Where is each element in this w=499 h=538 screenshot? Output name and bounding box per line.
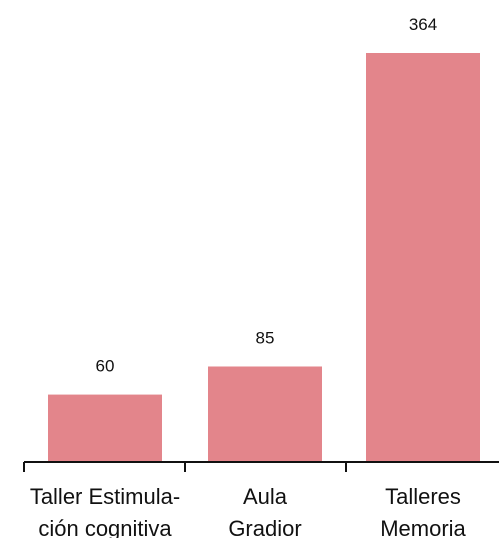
bar-2 xyxy=(366,53,480,462)
value-label-1: 85 xyxy=(256,328,275,347)
category-labels-group: Taller Estimula-ción cognitiva Aula Gradio… xyxy=(30,484,467,538)
bars-group xyxy=(48,53,480,462)
value-label-2: 364 xyxy=(409,15,437,34)
category-label-0-line-0: Taller Estimula- xyxy=(30,484,180,509)
category-label-0: Taller Estimula-ción cognitiva xyxy=(30,484,180,538)
category-label-2-line-0: Talleres xyxy=(385,484,461,509)
category-label-2: Talleres Memoria xyxy=(380,484,466,538)
category-label-1: Aula Gradior xyxy=(228,484,301,538)
x-axis-ticks xyxy=(23,462,347,472)
category-label-1-line-1: Gradior xyxy=(228,516,301,538)
category-label-1-line-0: Aula xyxy=(243,484,288,509)
bar-1 xyxy=(208,366,322,462)
category-label-0-line-1: ción cognitiva xyxy=(38,516,172,538)
bar-0 xyxy=(48,394,162,462)
category-label-2-line-1: Memoria xyxy=(380,516,466,538)
value-labels-group: 60 85 364 xyxy=(96,15,438,376)
value-label-0: 60 xyxy=(96,357,115,376)
